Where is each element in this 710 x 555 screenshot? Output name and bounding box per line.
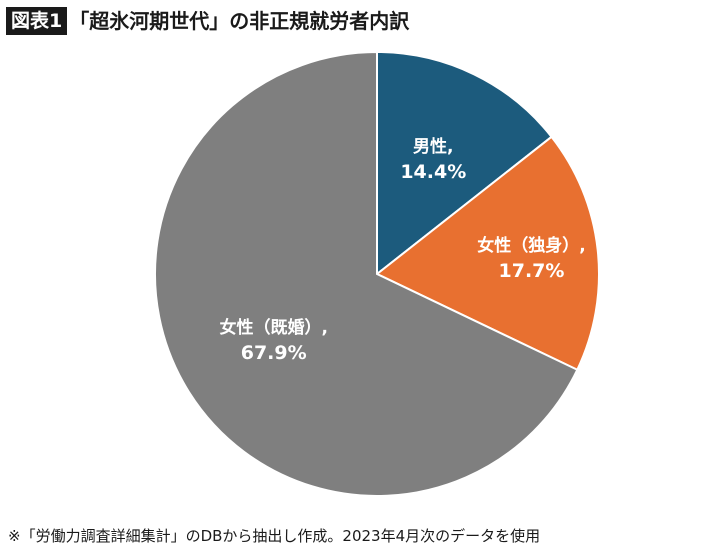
pie-slice-3 (154, 50, 579, 497)
pie-slice-1 (376, 50, 553, 277)
chart-title: 「超氷河期世代」の非正規就労者内訳 (69, 9, 410, 33)
slice-label-2: 女性（独身）, (477, 235, 585, 256)
pie-slice-2 (375, 135, 600, 372)
slice-label-1: 男性, (413, 136, 453, 157)
figure-header: 図表1 「超氷河期世代」の非正規就労者内訳 (6, 6, 409, 36)
figure-number-badge: 図表1 (6, 7, 68, 35)
slice-percent-1: 14.4% (400, 161, 466, 183)
slice-percent-3: 67.9% (241, 342, 307, 364)
slice-label-3: 女性（既婚）, (219, 317, 327, 338)
source-footnote: ※「労働力調査詳細集計」のDBから抽出し作成。2023年4月次のデータを使用 (8, 527, 541, 545)
slice-percent-2: 17.7% (499, 260, 565, 282)
